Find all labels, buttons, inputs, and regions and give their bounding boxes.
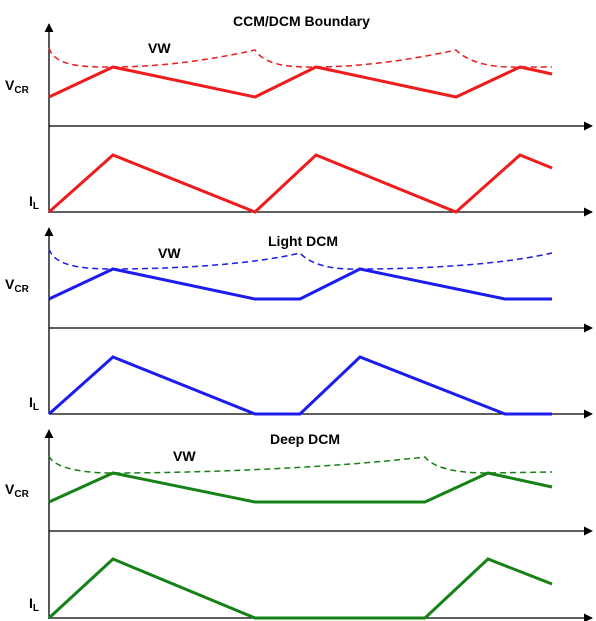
- panel3-vcr-label: VCR: [5, 481, 30, 500]
- panel2-il-main: I: [29, 394, 33, 410]
- panel2-vcr-main: V: [5, 276, 15, 292]
- panel3-vw-label: VW: [173, 448, 196, 464]
- panel2-il-waveform: [48, 355, 552, 416]
- panel2-vcr-sub: CR: [14, 284, 29, 295]
- panel-ccm-dcm-boundary: CCM/DCM Boundary VW VCR IL: [5, 13, 593, 217]
- panel3-vcr-sub: CR: [14, 489, 29, 500]
- panel2-vw-curve: [48, 248, 553, 270]
- panel3-il-sub: L: [33, 603, 39, 614]
- panel2-vcr-waveform: [48, 267, 552, 301]
- panel1-il-label: IL: [29, 193, 39, 212]
- panel1-vw-curve: [48, 47, 552, 68]
- panel1-vcr-main: V: [5, 77, 15, 93]
- panel1-il-waveform: [48, 153, 553, 214]
- panel1-vw-label: VW: [148, 40, 171, 56]
- panel2-il-sub: L: [33, 402, 39, 413]
- panel1-vcr-label: VCR: [5, 77, 30, 96]
- panel2-title: Light DCM: [268, 233, 338, 249]
- panel3-vw-curve: [48, 455, 553, 474]
- panel2-vw-label: VW: [158, 245, 181, 261]
- panel3-vcr-waveform: [48, 471, 553, 504]
- panel1-vcr-waveform: [48, 65, 553, 99]
- panel-deep-dcm: Deep DCM VW VCR IL: [5, 429, 593, 621]
- panel-light-dcm: Light DCM VW VCR IL: [5, 227, 593, 419]
- panel1-il-main: I: [29, 193, 33, 209]
- panel3-title: Deep DCM: [270, 431, 340, 447]
- panel2-il-label: IL: [29, 394, 39, 413]
- panel1-vcr-sub: CR: [14, 85, 29, 96]
- panel3-il-main: I: [29, 595, 33, 611]
- panel1-title: CCM/DCM Boundary: [233, 13, 370, 29]
- panel3-il-waveform: [47, 557, 553, 620]
- panel2-vcr-label: VCR: [5, 276, 30, 295]
- panel1-il-sub: L: [33, 201, 39, 212]
- panel3-il-label: IL: [29, 595, 39, 614]
- panel3-vcr-main: V: [5, 481, 15, 497]
